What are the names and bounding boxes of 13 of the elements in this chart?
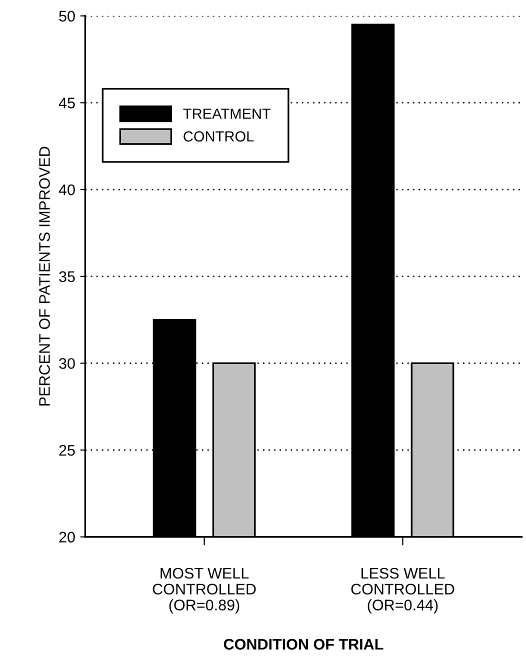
y-tick-label: 35 <box>59 271 75 282</box>
legend-label: TREATMENT <box>183 108 271 119</box>
y-tick-label: 40 <box>58 184 75 196</box>
x-axis-title: CONDITION OF TRIAL <box>224 638 384 650</box>
x-tick-label: LESS WELL CONTROLLED (OR=0.44) <box>351 568 454 614</box>
x-tick-label: MOST WELL CONTROLLED (OR=0.89) <box>152 568 256 614</box>
legend-label: CONTROL <box>184 131 254 142</box>
y-tick-label: 50 <box>59 10 75 22</box>
y-tick-label: 25 <box>59 444 75 456</box>
y-tick-label: 20 <box>59 532 75 543</box>
y-tick-label: 45 <box>58 98 75 108</box>
y-axis-title: PERCENT OF PATIENTS IMPROVED <box>39 146 50 406</box>
y-tick-label: 30 <box>59 358 75 369</box>
